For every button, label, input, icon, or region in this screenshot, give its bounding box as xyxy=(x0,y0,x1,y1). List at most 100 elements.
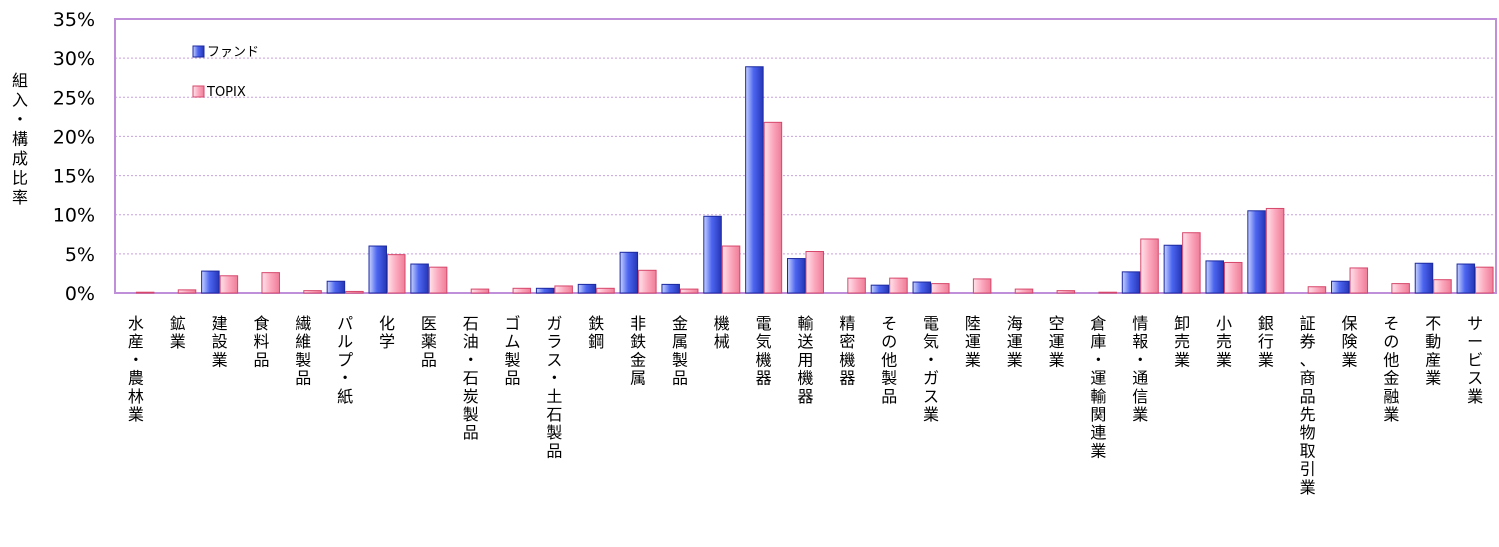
y-tick-label: 30% xyxy=(53,48,95,70)
bar-topix xyxy=(679,288,699,294)
x-category-label: 建設業 xyxy=(212,314,228,369)
x-category-label: ガラス・土石製品 xyxy=(546,314,562,460)
x-category-label: 保険業 xyxy=(1342,314,1358,369)
bar-topix xyxy=(554,285,573,294)
y-axis-label-char: 率 xyxy=(12,188,28,207)
x-category-label: 精密機器 xyxy=(839,314,855,388)
bar-topix xyxy=(303,290,322,294)
bar-topix xyxy=(1433,279,1452,294)
bar-fund xyxy=(1205,260,1224,294)
bar-fund xyxy=(619,251,639,294)
bar-fund xyxy=(1456,263,1476,294)
x-category-label: 卸売業 xyxy=(1174,314,1190,369)
bar-topix xyxy=(596,287,615,294)
bar-topix xyxy=(387,254,406,294)
bar-topix xyxy=(763,121,783,294)
y-axis-label-char: 入 xyxy=(12,91,28,110)
y-tick-label: 10% xyxy=(53,205,95,227)
y-axis-label-char: 組 xyxy=(12,71,28,90)
bar-fund xyxy=(410,263,429,294)
x-category-label: 水産・農林業 xyxy=(128,314,144,424)
y-tick-label: 0% xyxy=(65,283,95,305)
bar-topix xyxy=(261,272,280,294)
bar-fund xyxy=(1163,244,1183,294)
x-axis-categories: 水産・農林業 鉱業 建設業 食料品 繊維製品 パルプ・紙 化学 医薬品 石油・石炭製品 ゴム製品 ガ… xyxy=(128,314,1483,497)
bar-topix xyxy=(177,289,197,294)
bar-fund xyxy=(1247,210,1266,294)
bar-topix xyxy=(1265,207,1285,294)
bar-fund xyxy=(577,283,597,294)
x-category-label: サービス業 xyxy=(1467,314,1483,406)
x-category-label: 電気・ガス業 xyxy=(923,314,939,424)
x-category-label: 繊維製品 xyxy=(295,314,311,388)
bar-topix xyxy=(847,277,866,294)
legend-swatch-fund xyxy=(192,45,205,58)
x-category-label: その他製品 xyxy=(881,314,897,406)
x-category-label: 不動産業 xyxy=(1425,314,1441,388)
bar-fund xyxy=(326,280,346,294)
x-category-label: 鉱業 xyxy=(170,314,186,351)
bar-topix xyxy=(1140,238,1159,294)
bar-fund xyxy=(870,284,890,294)
y-axis-label-char: 構 xyxy=(12,130,28,149)
bars xyxy=(135,66,1494,294)
bar-fund xyxy=(661,283,680,294)
bar-topix xyxy=(1182,232,1201,294)
bar-topix xyxy=(1056,290,1076,294)
legend-label-fund: ファンド xyxy=(207,45,259,60)
y-tick-label: 25% xyxy=(53,87,95,109)
x-category-label: 証券、商品先物取引業 xyxy=(1300,314,1316,497)
y-tick-label: 15% xyxy=(53,166,95,188)
x-category-label: 電気機器 xyxy=(756,314,772,388)
bar-topix xyxy=(638,269,657,294)
bar-fund xyxy=(368,245,388,294)
x-category-label: 海運業 xyxy=(1007,314,1023,369)
bar-topix xyxy=(135,291,155,294)
bar-topix xyxy=(1391,283,1410,294)
x-category-label: 倉庫・運輸関連業 xyxy=(1090,314,1106,460)
bar-fund xyxy=(787,258,806,294)
bar-topix xyxy=(1098,291,1117,294)
bar-topix xyxy=(219,275,239,294)
bar-topix xyxy=(1014,288,1034,294)
x-category-label: 機械 xyxy=(714,314,730,351)
bar-fund xyxy=(703,215,722,294)
x-category-label: 非鉄金属 xyxy=(630,314,646,388)
legend-swatch-topix xyxy=(192,85,205,98)
bar-fund xyxy=(535,287,555,294)
bar-fund xyxy=(1414,262,1434,294)
x-category-label: ゴム製品 xyxy=(505,314,521,388)
bar-topix xyxy=(889,277,908,294)
y-tick-label: 5% xyxy=(65,244,95,266)
bar-topix xyxy=(931,283,950,294)
y-tick-label: 20% xyxy=(53,126,95,148)
x-category-label: 金属製品 xyxy=(672,314,688,388)
y-axis-label-char: 成 xyxy=(12,149,28,168)
y-axis-label-char: 比 xyxy=(12,169,28,188)
gridlines xyxy=(115,57,1496,255)
bar-fund xyxy=(1331,280,1350,294)
bar-topix xyxy=(470,288,490,294)
legend: ファンド TOPIX xyxy=(192,45,259,100)
bar-fund xyxy=(201,270,220,294)
y-tick-label: 35% xyxy=(53,9,95,31)
bar-fund xyxy=(745,66,764,294)
x-category-label: 輸送用機器 xyxy=(797,314,813,406)
bar-topix xyxy=(512,287,532,294)
bar-topix xyxy=(1223,261,1243,294)
x-category-label: 食料品 xyxy=(253,314,269,369)
y-axis-ticks: 0% 5% 10% 15% 20% 25% 30% 35% xyxy=(53,9,95,305)
x-category-label: 医薬品 xyxy=(421,314,437,369)
x-category-label: 石油・石炭製品 xyxy=(463,314,479,442)
x-category-label: 銀行業 xyxy=(1258,314,1274,369)
bar-topix xyxy=(1349,267,1369,294)
y-axis-label-char: ・ xyxy=(12,110,28,129)
legend-label-topix: TOPIX xyxy=(206,85,246,100)
x-category-label: 空運業 xyxy=(1049,314,1065,369)
x-category-label: その他金融業 xyxy=(1383,314,1399,424)
bar-topix xyxy=(805,251,824,294)
bar-topix xyxy=(972,278,992,294)
x-category-label: 陸運業 xyxy=(965,314,981,369)
bar-topix xyxy=(1475,266,1494,294)
